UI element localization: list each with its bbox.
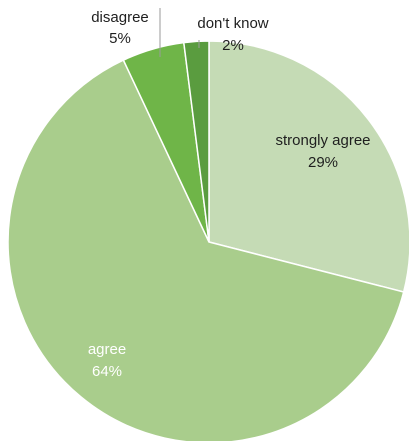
- pie-slice-don-t-know: [182, 40, 210, 243]
- slice-label-agree: agree: [88, 341, 126, 358]
- slice-value-strongly-agree: 29%: [308, 154, 338, 171]
- slice-label-don-t-know: don't know: [197, 15, 268, 32]
- leader-lines: [159, 8, 200, 57]
- slice-label-disagree: disagree: [91, 9, 149, 26]
- slice-value-disagree: 5%: [109, 30, 131, 47]
- slice-labels: strongly agree 29% agree 64% disagree 5% don't…: [88, 9, 371, 380]
- slice-label-strongly-agree: strongly agree: [275, 132, 370, 149]
- slice-value-don-t-know: 2%: [222, 37, 244, 54]
- pie-slice-strongly-agree: [208, 40, 409, 293]
- slice-value-agree: 64%: [92, 363, 122, 380]
- pie-slice-agree: [7, 59, 405, 441]
- pie-slices: [7, 40, 409, 441]
